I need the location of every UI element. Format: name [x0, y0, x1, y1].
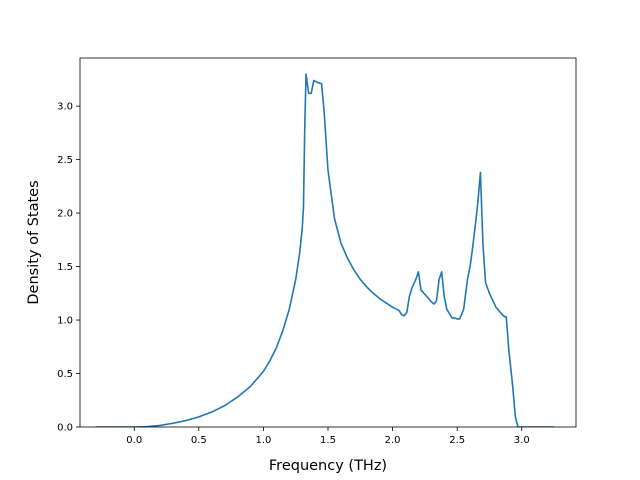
y-tick-label: 1.5 — [57, 262, 73, 273]
x-tick-label: 2.5 — [449, 435, 465, 446]
plot-area — [95, 73, 555, 427]
y-axis-label: Density of States — [26, 180, 42, 304]
x-axis-label: Frequency (THz) — [269, 458, 387, 474]
y-tick-label: 2.0 — [57, 209, 73, 220]
axes-frame — [79, 57, 577, 428]
y-tick-label: 1.0 — [57, 316, 73, 327]
x-tick-label: 3.0 — [514, 435, 530, 446]
dos-series-line-0 — [95, 73, 555, 427]
y-tick-label: 0.0 — [57, 423, 73, 434]
y-tick-label: 2.5 — [57, 155, 73, 166]
x-tick-label: 1.5 — [320, 435, 336, 446]
x-tick-label: 0.0 — [126, 435, 142, 446]
x-tick-label: 0.5 — [191, 435, 207, 446]
x-tick-label: 2.0 — [385, 435, 401, 446]
y-axis: 0.0 0.5 1.0 1.5 2.0 2.5 3.0 — [57, 102, 80, 434]
y-tick-label: 3.0 — [57, 102, 73, 113]
y-tick-label: 0.5 — [57, 369, 73, 380]
x-axis: 0.0 0.5 1.0 1.5 2.0 2.5 3.0 — [126, 427, 530, 446]
x-tick-label: 1.0 — [255, 435, 271, 446]
